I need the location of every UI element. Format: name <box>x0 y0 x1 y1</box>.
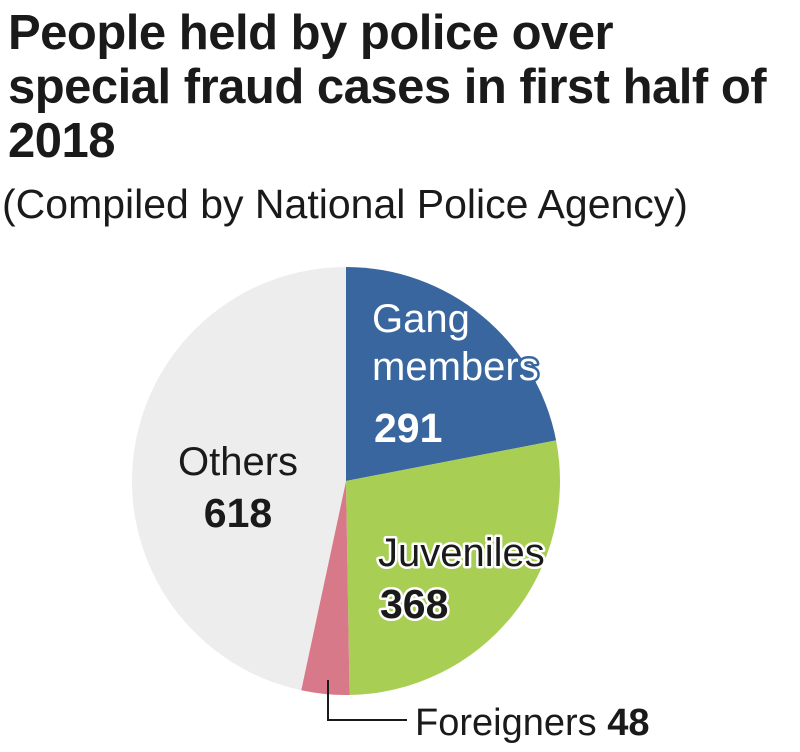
pie-slice-foreigners <box>301 481 350 695</box>
pie-slice-others <box>131 267 346 691</box>
label-juveniles-name: Juveniles <box>378 531 545 575</box>
label-others-name: Others <box>178 440 298 484</box>
leader-line-foreigners <box>327 680 407 721</box>
chart-title: People held by police over special fraud… <box>8 6 767 168</box>
pie-slices <box>131 267 560 695</box>
pie-slice-juveniles <box>346 440 560 695</box>
label-gang-members-name: members <box>372 345 539 389</box>
pie-slice-gang-members <box>346 267 557 481</box>
chart-subtitle: (Compiled by National Police Agency) <box>2 181 688 227</box>
pie-leader-lines <box>327 680 407 721</box>
label-gang-members-value: 291 <box>374 405 442 451</box>
label-foreigners-value: 48 <box>607 702 649 744</box>
label-foreigners-name: Foreigners <box>415 702 607 744</box>
label-gang-members-name: Gang <box>372 297 470 341</box>
label-foreigners: Foreigners 48 <box>415 702 649 744</box>
label-juveniles-value: 368 <box>380 581 448 627</box>
label-others-value: 618 <box>204 490 272 536</box>
